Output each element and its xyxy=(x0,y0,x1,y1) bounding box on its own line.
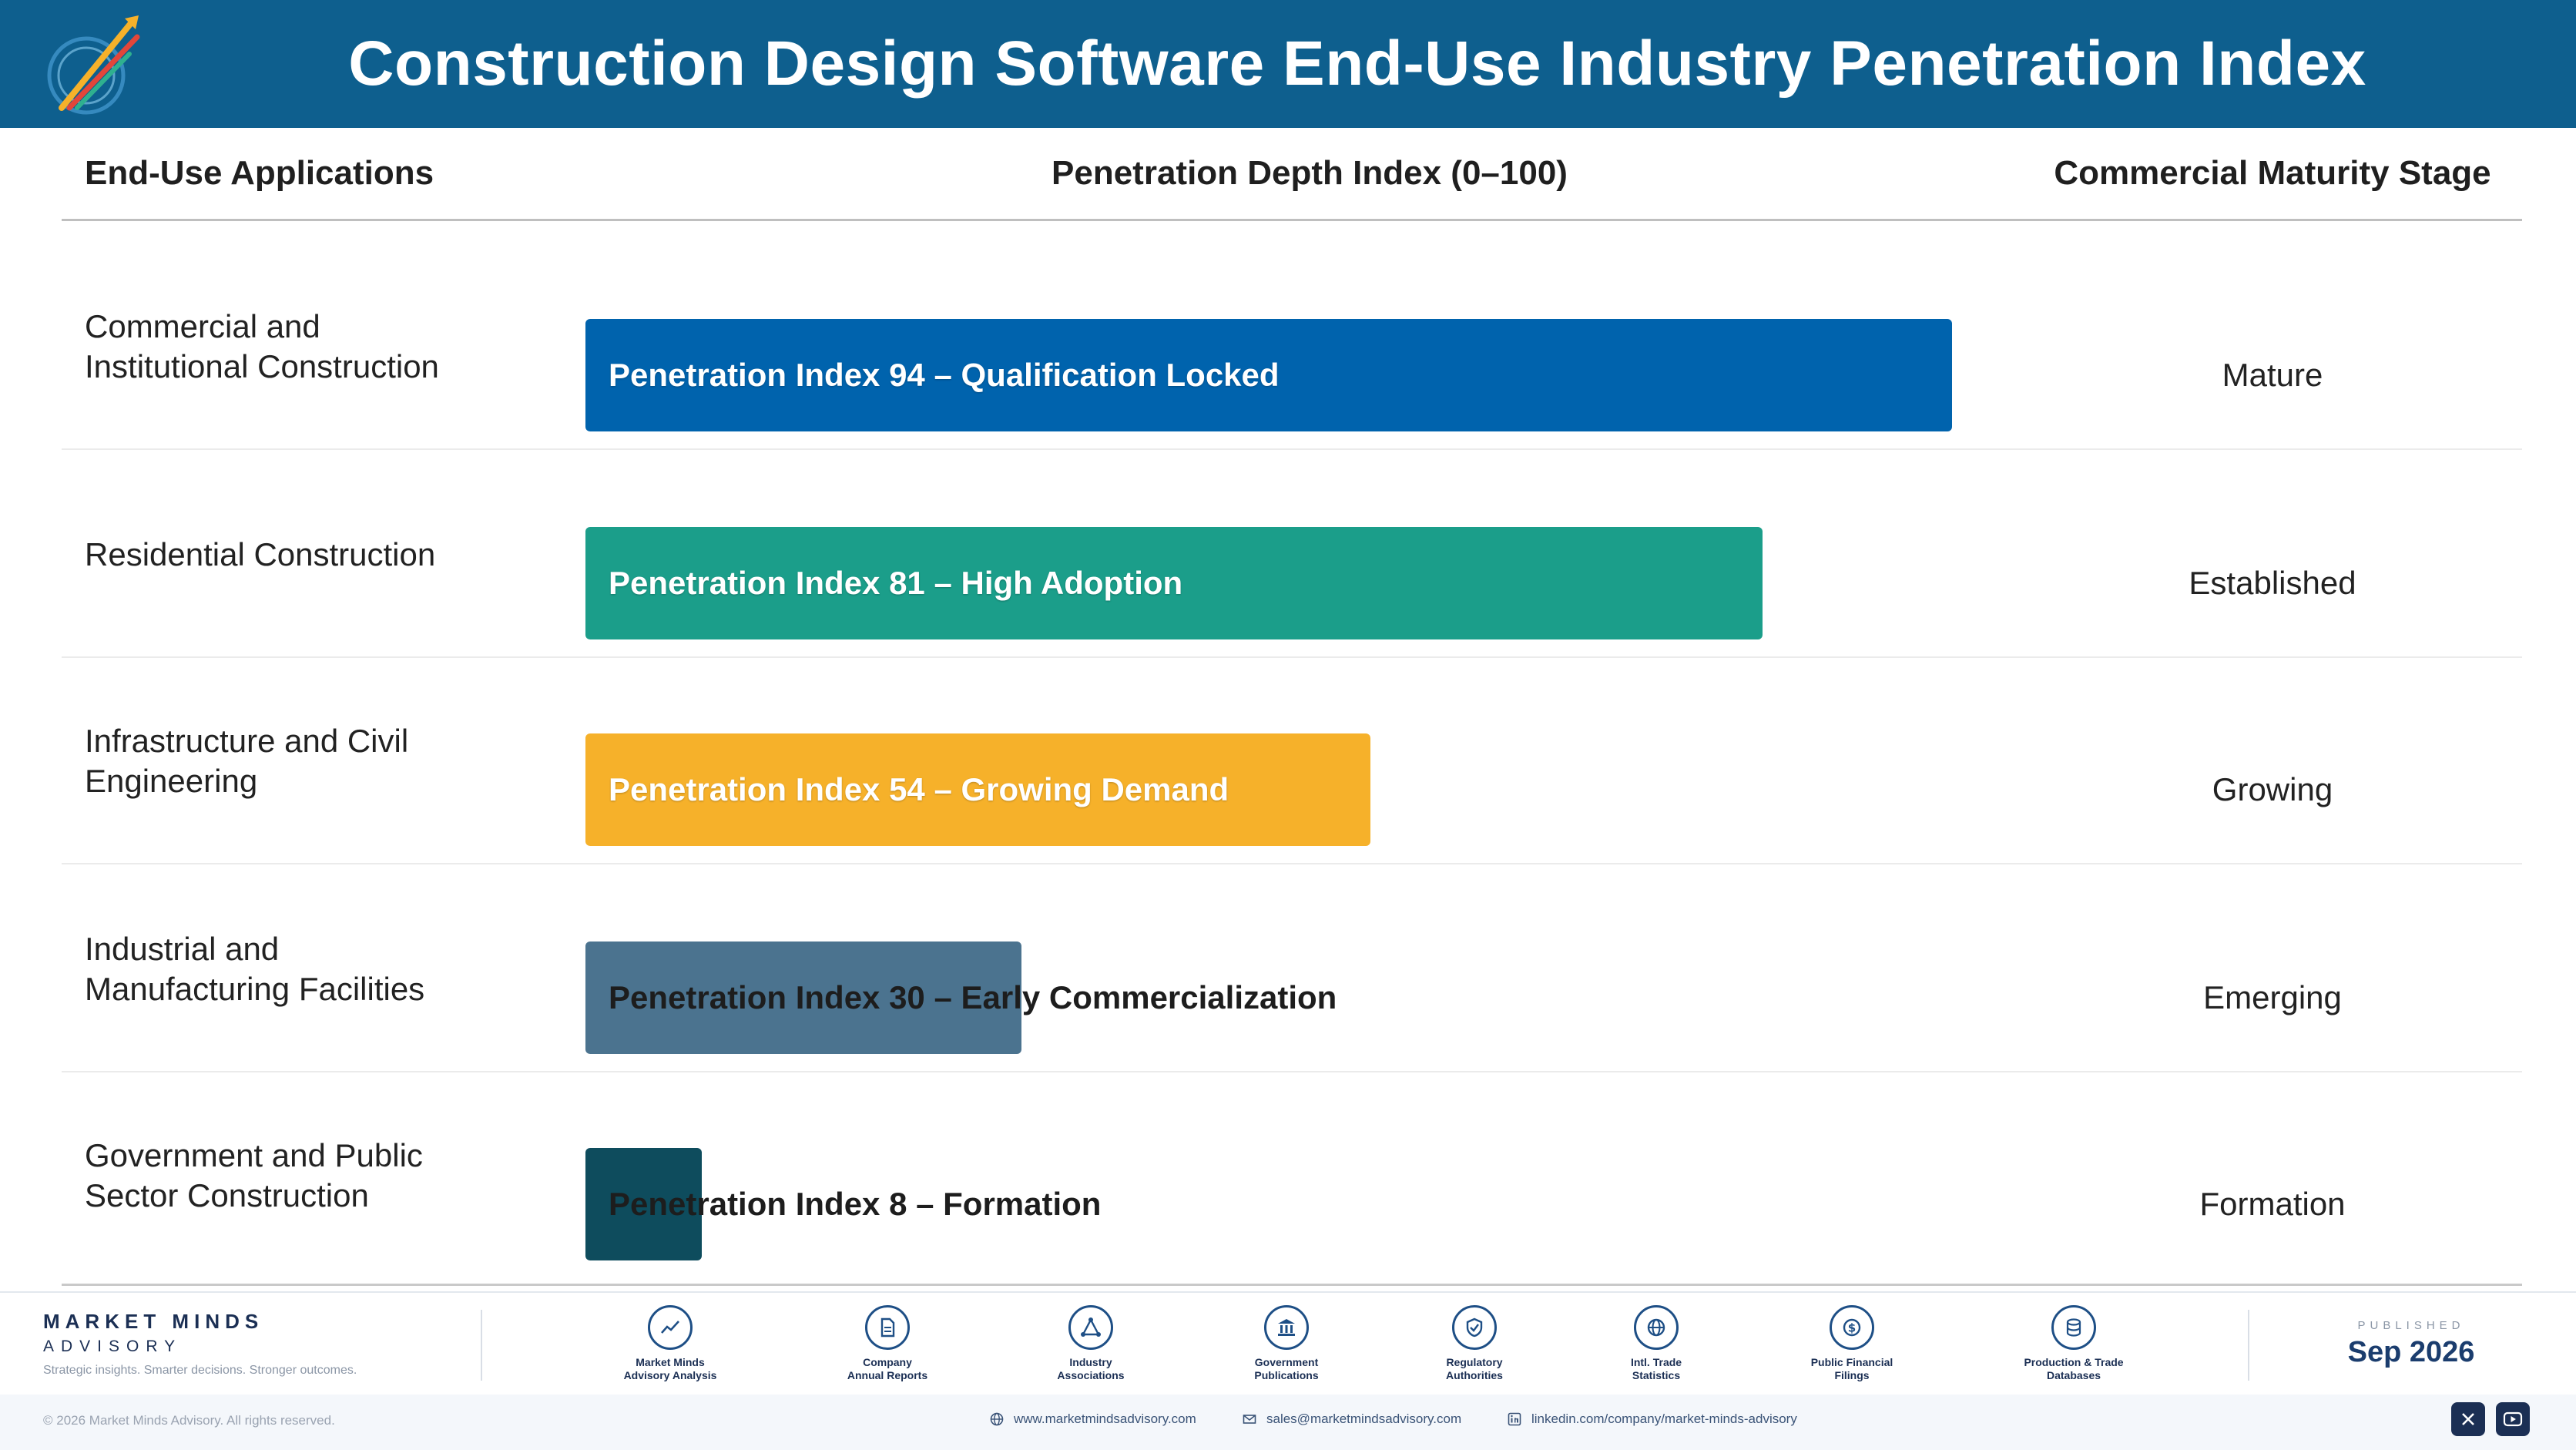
brand-name: MARKET MINDS xyxy=(43,1310,264,1333)
brand-tagline: Strategic insights. Smarter decisions. S… xyxy=(43,1364,357,1377)
chart-row: Industrial and Manufacturing Facilities … xyxy=(62,866,2522,1072)
header-divider xyxy=(62,219,2522,221)
bar-mark xyxy=(585,1148,702,1260)
row-category-label: Industrial and Manufacturing Facilities xyxy=(85,931,425,1007)
bar-mark xyxy=(585,319,1952,431)
chart-line-icon xyxy=(648,1305,693,1350)
shield-check-icon xyxy=(1452,1305,1497,1350)
source-item: Company Annual Reports xyxy=(810,1305,964,1382)
row-category-label: Commercial and Institutional Constructio… xyxy=(85,308,439,384)
row-divider xyxy=(62,1071,2522,1072)
source-label: Market Minds Advisory Analysis xyxy=(623,1356,717,1381)
row-divider xyxy=(62,863,2522,864)
chart-row: Infrastructure and Civil Engineering Pen… xyxy=(62,658,2522,864)
government-building-icon xyxy=(1264,1305,1309,1350)
header-banner: Construction Design Software End-Use Ind… xyxy=(0,0,2576,128)
published-date: Sep 2026 xyxy=(2347,1336,2475,1368)
source-item: $ Public Financial Filings xyxy=(1775,1305,1929,1382)
source-label: Public Financial Filings xyxy=(1810,1356,1893,1381)
row-category-label: Government and Public Sector Constructio… xyxy=(85,1137,423,1213)
source-item: Government Publications xyxy=(1209,1305,1363,1382)
svg-text:$: $ xyxy=(1848,1321,1856,1335)
network-icon xyxy=(1068,1305,1113,1350)
bar-data-label: Penetration Index 54 – Growing Demand xyxy=(609,771,1229,807)
source-label: Intl. Trade Statistics xyxy=(1630,1356,1682,1381)
youtube-icon[interactable] xyxy=(2496,1402,2530,1436)
footer: MARKET MINDS ADVISORY Strategic insights… xyxy=(0,1291,2576,1450)
email-link[interactable]: sales@marketmindsadvisory.com xyxy=(1242,1411,1461,1427)
bar-mark xyxy=(585,941,1022,1054)
bar-mark xyxy=(585,527,1763,639)
source-item: Intl. Trade Statistics xyxy=(1579,1305,1733,1382)
globe-icon xyxy=(990,1412,1004,1426)
column-header-stage: Commercial Maturity Stage xyxy=(2054,154,2491,192)
row-category-label: Residential Construction xyxy=(85,536,436,572)
source-item: Regulatory Authorities xyxy=(1397,1305,1551,1382)
source-item: Production & Trade Databases xyxy=(1997,1305,2151,1382)
bar-data-label: Penetration Index 8 – Formation xyxy=(609,1186,1102,1222)
column-header-penetration: Penetration Depth Index (0–100) xyxy=(1052,154,1568,192)
chart-row: Residential Construction Penetration Ind… xyxy=(62,451,2522,658)
website-text: www.marketmindsadvisory.com xyxy=(1014,1411,1196,1426)
bar-mark xyxy=(585,733,1370,846)
globe-icon xyxy=(1634,1305,1679,1350)
page-title: Construction Design Software End-Use Ind… xyxy=(348,29,2366,99)
linkedin-icon xyxy=(1508,1412,1521,1426)
company-logo-icon xyxy=(47,15,140,115)
footer-divider xyxy=(2248,1310,2249,1381)
chart-row: Government and Public Sector Constructio… xyxy=(62,1072,2522,1279)
brand-subtitle: ADVISORY xyxy=(43,1338,183,1355)
chart-row: Commercial and Institutional Constructio… xyxy=(62,243,2522,450)
source-label: Regulatory Authorities xyxy=(1446,1356,1503,1381)
document-icon xyxy=(865,1305,910,1350)
column-header-applications: End-Use Applications xyxy=(85,154,434,192)
website-link[interactable]: www.marketmindsadvisory.com xyxy=(989,1411,1196,1427)
row-category-label: Infrastructure and Civil Engineering xyxy=(85,723,409,799)
linkedin-text: linkedin.com/company/market-minds-adviso… xyxy=(1531,1411,1797,1426)
source-label: Government Publications xyxy=(1254,1356,1319,1381)
chart-bottom-divider xyxy=(62,1284,2522,1286)
footer-divider xyxy=(481,1310,482,1381)
bar-data-label: Penetration Index 30 – Early Commerciali… xyxy=(609,979,1337,1015)
row-divider xyxy=(62,656,2522,658)
row-divider xyxy=(62,448,2522,450)
source-item: Market Minds Advisory Analysis xyxy=(593,1305,747,1382)
footer-sources-band: MARKET MINDS ADVISORY Strategic insights… xyxy=(0,1291,2576,1395)
source-label: Industry Associations xyxy=(1057,1356,1125,1381)
mail-icon xyxy=(1243,1415,1256,1424)
source-label: Production & Trade Databases xyxy=(2024,1356,2124,1381)
database-icon xyxy=(2051,1305,2096,1350)
bar-data-label: Penetration Index 81 – High Adoption xyxy=(609,565,1183,601)
dollar-coin-icon: $ xyxy=(1830,1305,1874,1350)
source-item: Industry Associations xyxy=(1014,1305,1168,1382)
x-icon[interactable] xyxy=(2451,1402,2485,1436)
row-stage-label: Established xyxy=(2189,565,2356,601)
bar-data-label: Penetration Index 94 – Qualification Loc… xyxy=(609,357,1280,393)
row-stage-label: Formation xyxy=(2199,1186,2346,1222)
row-stage-label: Emerging xyxy=(2203,979,2342,1015)
published-label: PUBLISHED xyxy=(2357,1319,2465,1332)
linkedin-link[interactable]: linkedin.com/company/market-minds-adviso… xyxy=(1507,1411,1797,1427)
source-label: Company Annual Reports xyxy=(847,1356,928,1381)
email-text: sales@marketmindsadvisory.com xyxy=(1266,1411,1462,1426)
row-stage-label: Growing xyxy=(2212,771,2333,807)
row-stage-label: Mature xyxy=(2222,357,2323,393)
copyright-text: © 2026 Market Minds Advisory. All rights… xyxy=(43,1413,335,1428)
